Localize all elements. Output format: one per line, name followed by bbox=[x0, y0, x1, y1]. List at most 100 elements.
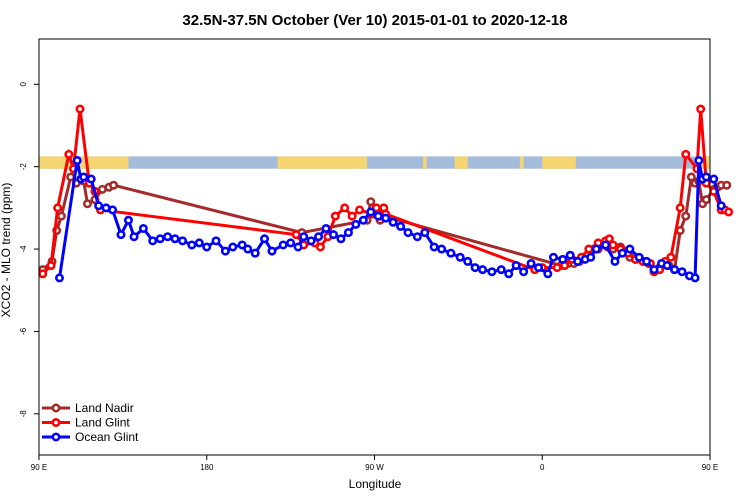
land-band-segment bbox=[422, 156, 427, 169]
data-point-ocean-glint bbox=[591, 244, 601, 254]
data-point-ocean-glint bbox=[314, 232, 324, 242]
data-point-ocean-glint bbox=[634, 252, 644, 262]
data-point-ocean-glint bbox=[586, 252, 596, 262]
legend-label: Ocean Glint bbox=[75, 430, 139, 444]
data-point-ocean-glint bbox=[108, 205, 118, 215]
y-axis: 0 -2 -4 -6 -8 bbox=[19, 82, 39, 418]
data-point-ocean-glint bbox=[286, 238, 296, 248]
data-point-ocean-glint bbox=[321, 223, 331, 233]
legend-item-land-nadir: Land Nadir bbox=[42, 401, 134, 415]
data-point-ocean-glint bbox=[116, 230, 126, 240]
data-point-ocean-glint bbox=[437, 244, 447, 254]
x-axis-label: Longitude bbox=[349, 477, 402, 491]
x-tick-label: 0 bbox=[540, 463, 545, 472]
data-point-ocean-glint bbox=[548, 252, 558, 262]
data-point-land-glint bbox=[604, 234, 614, 244]
data-point-ocean-glint bbox=[487, 267, 497, 277]
data-point-ocean-glint bbox=[163, 232, 173, 242]
data-point-ocean-glint bbox=[420, 228, 430, 238]
data-point-land-nadir bbox=[366, 197, 376, 207]
data-point-ocean-glint bbox=[267, 246, 277, 256]
data-point-ocean-glint bbox=[250, 248, 260, 258]
x-tick-label: 90 E bbox=[31, 463, 47, 472]
data-point-land-glint bbox=[347, 211, 357, 221]
data-point-ocean-glint bbox=[709, 174, 719, 184]
data-point-ocean-glint bbox=[601, 240, 611, 250]
data-point-ocean-glint bbox=[220, 246, 230, 256]
data-point-ocean-glint bbox=[194, 238, 204, 248]
data-point-ocean-glint bbox=[148, 236, 158, 246]
data-point-ocean-glint bbox=[694, 156, 704, 166]
data-point-ocean-glint bbox=[237, 240, 247, 250]
data-point-land-nadir bbox=[82, 199, 92, 209]
data-point-ocean-glint bbox=[228, 242, 238, 252]
y-tick-label: -8 bbox=[19, 410, 28, 418]
data-point-ocean-glint bbox=[366, 207, 376, 217]
data-point-ocean-glint bbox=[463, 256, 473, 266]
legend-label: Land Glint bbox=[75, 416, 130, 430]
data-point-ocean-glint bbox=[202, 242, 212, 252]
series-land-glint bbox=[38, 104, 734, 279]
data-point-ocean-glint bbox=[543, 269, 553, 279]
data-point-ocean-glint bbox=[155, 234, 165, 244]
land-band-segment bbox=[277, 156, 368, 169]
series-ocean-glint bbox=[55, 156, 726, 283]
data-point-land-glint bbox=[666, 252, 676, 262]
data-point-land-nadir bbox=[681, 211, 691, 221]
data-point-ocean-glint bbox=[278, 240, 288, 250]
x-tick-label: 180 bbox=[200, 463, 214, 472]
data-point-ocean-glint bbox=[293, 242, 303, 252]
data-point-land-glint bbox=[608, 240, 618, 250]
data-point-ocean-glint bbox=[388, 217, 398, 227]
data-point-ocean-glint bbox=[573, 256, 583, 266]
data-point-land-glint bbox=[330, 211, 340, 221]
data-point-ocean-glint bbox=[328, 230, 338, 240]
data-point-ocean-glint bbox=[373, 211, 383, 221]
data-point-ocean-glint bbox=[403, 228, 413, 238]
data-point-ocean-glint bbox=[211, 236, 221, 246]
data-point-ocean-glint bbox=[446, 248, 456, 258]
data-point-ocean-glint bbox=[170, 234, 180, 244]
data-point-ocean-glint bbox=[299, 232, 309, 242]
data-point-ocean-glint bbox=[260, 234, 270, 244]
data-point-land-glint bbox=[46, 261, 56, 271]
land-band-segment bbox=[39, 156, 129, 169]
data-point-ocean-glint bbox=[306, 236, 316, 246]
data-point-land-glint bbox=[696, 104, 706, 114]
data-point-ocean-glint bbox=[86, 174, 96, 184]
data-point-land-nadir bbox=[722, 180, 732, 190]
data-point-land-nadir bbox=[701, 195, 711, 205]
data-point-land-glint bbox=[75, 104, 85, 114]
y-tick-label: -6 bbox=[19, 327, 28, 335]
data-point-ocean-glint bbox=[129, 232, 139, 242]
data-point-ocean-glint bbox=[455, 252, 465, 262]
y-tick-label: -4 bbox=[19, 245, 28, 253]
data-point-ocean-glint bbox=[79, 172, 89, 182]
data-point-land-glint bbox=[291, 230, 301, 240]
data-point-land-glint bbox=[355, 205, 365, 215]
land-band-segment bbox=[542, 156, 576, 169]
data-point-land-glint bbox=[315, 242, 325, 252]
data-point-ocean-glint bbox=[470, 263, 480, 273]
data-point-land-nadir bbox=[675, 226, 685, 236]
data-point-ocean-glint bbox=[351, 219, 361, 229]
data-point-land-glint bbox=[584, 244, 594, 254]
data-point-ocean-glint bbox=[617, 248, 627, 258]
series-layer bbox=[38, 104, 734, 283]
y-tick-label: -2 bbox=[19, 163, 28, 171]
data-point-land-nadir bbox=[109, 180, 119, 190]
data-point-ocean-glint bbox=[178, 236, 188, 246]
data-point-ocean-glint bbox=[429, 242, 439, 252]
data-point-ocean-glint bbox=[716, 201, 726, 211]
legend-item-ocean-glint: Ocean Glint bbox=[42, 430, 139, 444]
ocean-band bbox=[39, 156, 710, 169]
land-band-segment bbox=[519, 156, 524, 169]
land-ocean-band bbox=[39, 156, 710, 169]
data-point-ocean-glint bbox=[94, 201, 104, 211]
data-point-land-glint bbox=[53, 203, 63, 213]
legend-swatch-marker bbox=[51, 432, 61, 442]
data-point-ocean-glint bbox=[396, 221, 406, 231]
data-point-ocean-glint bbox=[610, 256, 620, 266]
legend-label: Land Nadir bbox=[75, 401, 134, 415]
